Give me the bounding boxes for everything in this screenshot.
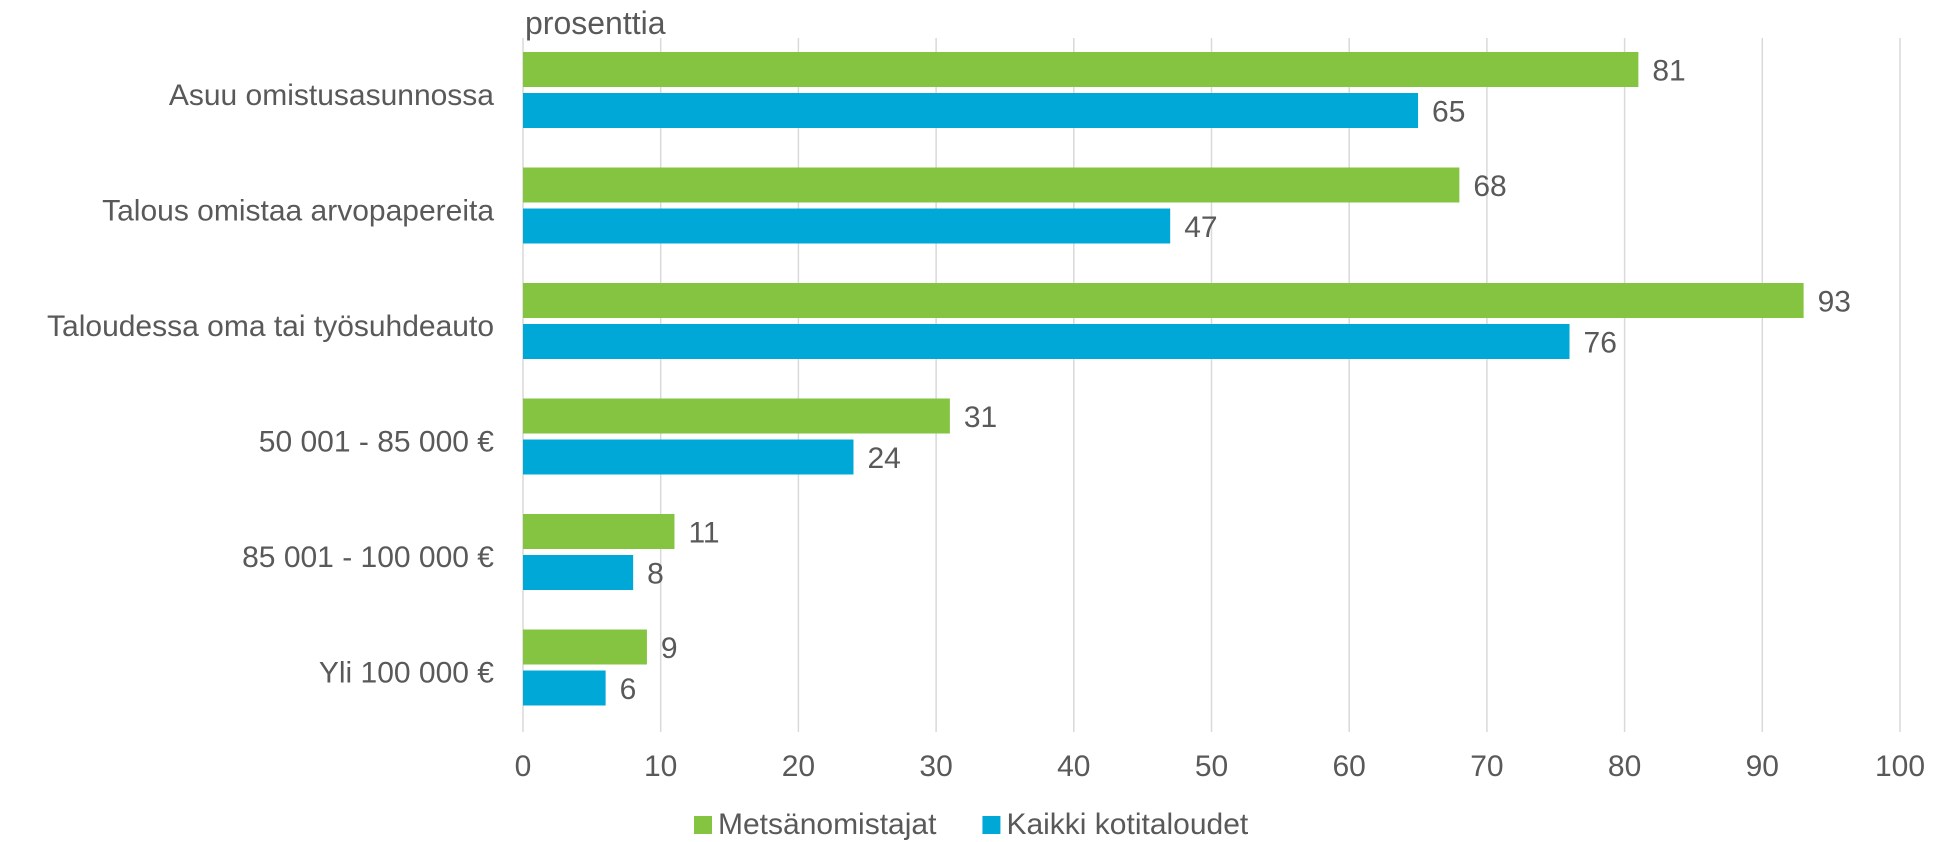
bar xyxy=(523,398,950,434)
x-tick-label: 70 xyxy=(1470,750,1503,783)
legend: Metsänomistajat Kaikki kotitaloudet xyxy=(694,808,1249,841)
bar xyxy=(523,167,1460,203)
bar xyxy=(523,324,1570,359)
gridlines xyxy=(522,38,1901,732)
data-label: 93 xyxy=(1818,286,1851,319)
bar xyxy=(523,439,854,475)
category-label: Asuu omistusasunnossa xyxy=(169,79,494,112)
x-tick-label: 10 xyxy=(644,750,677,783)
bar xyxy=(523,514,675,549)
x-tick-label: 100 xyxy=(1875,750,1925,783)
category-label: Taloudessa oma tai työsuhdeauto xyxy=(47,310,494,343)
data-label: 81 xyxy=(1652,55,1685,88)
category-labels: Asuu omistusasunnossa Talous omistaa arvo… xyxy=(47,79,494,690)
data-label: 68 xyxy=(1473,170,1506,203)
x-tick-label: 50 xyxy=(1195,750,1228,783)
data-label: 6 xyxy=(620,673,637,706)
x-tick-labels: 0 10 20 30 40 50 60 70 80 90 100 xyxy=(515,750,1925,783)
legend-label: Kaikki kotitaloudet xyxy=(1006,808,1248,841)
data-label: 76 xyxy=(1584,327,1617,360)
x-tick-label: 60 xyxy=(1333,750,1366,783)
data-label: 47 xyxy=(1184,211,1217,244)
data-label: 31 xyxy=(964,401,997,434)
category-label: Yli 100 000 € xyxy=(319,657,494,690)
unit-label: prosenttia xyxy=(525,5,666,41)
bar xyxy=(523,670,606,706)
bar xyxy=(523,93,1419,128)
bar xyxy=(523,52,1639,87)
bar xyxy=(523,555,634,590)
legend-swatch xyxy=(982,816,1001,834)
category-label: Talous omistaa arvopapereita xyxy=(102,195,494,228)
data-label: 24 xyxy=(867,442,900,475)
bar xyxy=(523,208,1171,244)
x-tick-label: 30 xyxy=(919,750,952,783)
x-tick-label: 80 xyxy=(1608,750,1641,783)
data-label: 9 xyxy=(661,632,678,665)
bar xyxy=(523,283,1804,318)
category-label: 50 001 - 85 000 € xyxy=(259,426,495,459)
data-label: 11 xyxy=(688,517,719,550)
category-label: 85 001 - 100 000 € xyxy=(242,541,494,574)
data-label: 65 xyxy=(1432,96,1465,129)
legend-label: Metsänomistajat xyxy=(718,808,937,841)
legend-swatch xyxy=(694,816,712,834)
x-tick-label: 20 xyxy=(782,750,815,783)
x-tick-label: 0 xyxy=(515,750,532,783)
x-tick-label: 90 xyxy=(1746,750,1779,783)
bars: 81 65 68 47 93 76 31 24 11 8 96 xyxy=(523,52,1851,706)
x-tick-label: 40 xyxy=(1057,750,1090,783)
bar xyxy=(523,629,647,665)
data-label: 8 xyxy=(647,558,664,591)
